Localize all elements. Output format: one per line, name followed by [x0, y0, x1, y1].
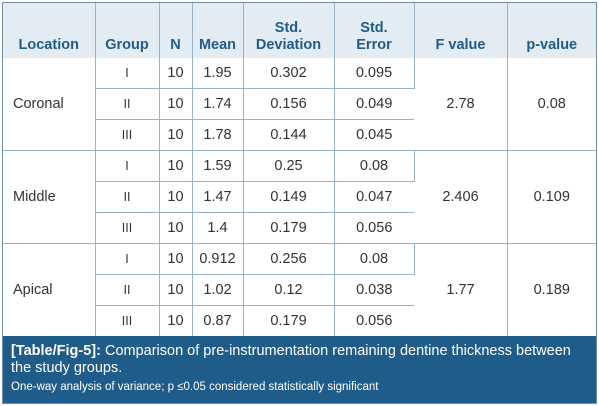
n-cell: 10 — [159, 181, 193, 213]
data-table: Location Group N Mean Std. Deviation Std.… — [3, 3, 596, 336]
p-value-cell: 0.08 — [507, 58, 596, 151]
mean-cell: 0.912 — [192, 243, 244, 275]
n-cell: 10 — [159, 212, 193, 244]
location-cell: Middle — [3, 150, 96, 244]
table-row: III 10 1.4 0.179 0.056 — [3, 212, 596, 244]
mean-cell: 1.59 — [192, 150, 244, 182]
caption-text: Comparison of pre-instrumentation remain… — [11, 343, 571, 376]
se-cell: 0.056 — [356, 313, 393, 329]
location-cell: Coronal — [3, 58, 96, 151]
header-f-value: F value — [414, 3, 508, 58]
header-row: Location Group N Mean Std. Deviation Std.… — [3, 3, 596, 58]
group-cell: II — [95, 274, 160, 306]
group-cell: I — [95, 58, 160, 89]
se-cell: 0.095 — [334, 58, 415, 89]
sd-cell: 0.12 — [243, 274, 335, 306]
caption-title: [Table/Fig-5]: Comparison of pre-instrum… — [11, 343, 588, 377]
header-location: Location — [3, 3, 96, 58]
n-cell: 10 — [159, 274, 193, 306]
table-row: II 10 1.74 0.156 0.049 — [3, 88, 596, 120]
sd-cell: 0.156 — [243, 88, 335, 120]
se-cell: 0.047 — [334, 181, 414, 213]
se-cell: 0.08 — [334, 150, 415, 182]
f-value-cell: 2.406 — [414, 150, 508, 244]
mean-cell: 1.74 — [192, 88, 244, 120]
table-row: III 10 0.87 0.179 0.056 — [3, 305, 596, 336]
header-p-value: p-value — [507, 3, 596, 58]
mean-cell: 1.47 — [192, 181, 244, 213]
f-value-cell: 2.78 — [414, 58, 508, 151]
sd-cell: 0.256 — [243, 243, 335, 275]
sd-cell: 0.25 — [243, 150, 335, 182]
header-std-deviation: Std. Deviation — [243, 3, 335, 58]
n-cell: 10 — [159, 305, 193, 336]
n-cell: 10 — [159, 150, 193, 182]
caption-label: [Table/Fig-5]: — [11, 343, 101, 359]
p-value-cell: 0.189 — [533, 282, 570, 298]
n-cell: 10 — [159, 58, 193, 89]
caption-note: One-way analysis of variance; p ≤0.05 co… — [11, 381, 379, 393]
table-row: II 10 1.02 0.12 0.038 — [3, 274, 596, 306]
header-std-error: Std. Error — [334, 3, 415, 58]
table-row: II 10 1.47 0.149 0.047 — [3, 181, 596, 213]
se-cell: 0.08 — [334, 243, 415, 275]
group-cell: II — [95, 181, 160, 213]
header-group: Group — [95, 3, 160, 58]
group-cell: III — [95, 119, 160, 151]
location-cell: Apical — [3, 243, 96, 336]
mean-cell: 1.4 — [192, 212, 244, 244]
group-cell: I — [95, 150, 160, 182]
group-cell: III — [95, 305, 160, 336]
mean-cell: 1.78 — [192, 119, 244, 151]
p-value-cell: 0.109 — [507, 150, 596, 244]
group-cell: I — [95, 243, 160, 275]
sd-cell: 0.149 — [243, 181, 335, 213]
sd-cell: 0.302 — [243, 58, 335, 89]
mean-cell: 0.87 — [192, 305, 244, 336]
header-n: N — [159, 3, 193, 58]
se-cell: 0.045 — [334, 119, 414, 151]
sd-cell: 0.144 — [243, 119, 335, 151]
figure-caption: [Table/Fig-5]: Comparison of pre-instrum… — [3, 336, 596, 403]
se-cell: 0.056 — [334, 212, 414, 244]
group-cell: III — [95, 212, 160, 244]
table-row: Apical I 10 0.912 0.256 0.08 1.77 0.189 — [3, 243, 596, 336]
group-cell: II — [95, 88, 160, 120]
sd-cell: 0.179 — [243, 305, 335, 336]
mean-cell: 1.95 — [192, 58, 244, 89]
table-row: Middle I 10 1.59 0.25 0.08 2.406 0.109 — [3, 150, 596, 244]
mean-cell: 1.02 — [192, 274, 244, 306]
se-cell: 0.038 — [334, 274, 414, 306]
n-cell: 10 — [159, 88, 193, 120]
se-cell: 0.049 — [334, 88, 414, 120]
table-row: Coronal I 10 1.95 0.302 0.095 2.78 0.08 — [3, 58, 596, 151]
n-cell: 10 — [159, 119, 193, 151]
header-mean: Mean — [192, 3, 244, 58]
n-cell: 10 — [159, 243, 193, 275]
table-row: III 10 1.78 0.144 0.045 — [3, 119, 596, 151]
sd-cell: 0.179 — [243, 212, 335, 244]
f-value-cell: 1.77 — [414, 243, 508, 336]
